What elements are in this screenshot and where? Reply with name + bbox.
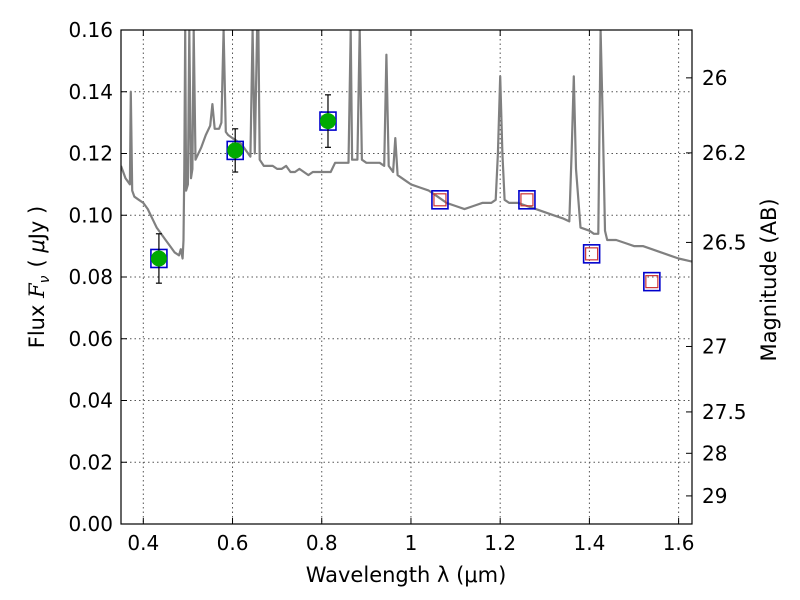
- synthetic-box: [582, 244, 601, 264]
- y-tick-label: 0.06: [68, 327, 113, 351]
- synthetic-point: [645, 275, 659, 289]
- mag-tick-label: 28: [702, 441, 727, 465]
- spectrum-line: [121, 30, 692, 263]
- synthetic-box: [518, 190, 536, 210]
- x-tick-label: 0.6: [217, 531, 249, 555]
- x-tick-label: 1.4: [573, 531, 605, 555]
- mag-tick-label: 26: [702, 66, 727, 90]
- right-axis-label: Magnitude (AB): [757, 198, 781, 361]
- y-axis-label-unit: Jy ): [25, 206, 49, 242]
- y-tick-label: 0.12: [68, 142, 113, 166]
- x-axis-label-text: Wavelength λ (μm): [306, 563, 507, 587]
- mag-tick-label: 26.2: [702, 141, 747, 165]
- mag-tick-label: 27.5: [702, 400, 747, 424]
- mag-tick-label: 27: [702, 334, 727, 358]
- ticks: 0.4 0.6 0.8 1 1.2 1.4 1.6 0.00 0.02 0.04 0.06 0.08 0…: [68, 18, 746, 555]
- synthetic-box: [643, 271, 661, 292]
- synthetic-point: [520, 193, 534, 207]
- synthetic-point: [585, 247, 599, 261]
- x-axis-label: Wavelength λ (μm): [306, 563, 507, 587]
- mag-tick-label: 29: [702, 484, 727, 508]
- data-points: [150, 94, 661, 292]
- model-spectrum: [121, 30, 692, 263]
- x-tick-label: 0.4: [127, 531, 159, 555]
- y-tick-label: 0.04: [68, 389, 113, 413]
- y-tick-label: 0.16: [68, 18, 113, 42]
- mag-tick-label: 26.5: [702, 230, 747, 254]
- x-tick-label: 1.6: [663, 531, 695, 555]
- x-tick-label: 0.8: [306, 531, 338, 555]
- y-axis-label-prefix: Flux: [25, 298, 49, 348]
- x-tick-label: 1.2: [484, 531, 516, 555]
- observed-point: [319, 113, 336, 130]
- y-axis-label-mu: μ: [25, 239, 49, 253]
- synthetic-box: [431, 190, 449, 210]
- synthetic-point: [433, 193, 447, 207]
- x-tick-label: 1: [405, 531, 418, 555]
- y-axis-label-symbol: F: [25, 282, 49, 299]
- y-tick-label: 0.10: [68, 203, 113, 227]
- y-tick-label: 0.00: [68, 512, 113, 536]
- y-tick-label: 0.14: [68, 80, 113, 104]
- y-tick-label: 0.08: [68, 265, 113, 289]
- y-axis-label-open: (: [25, 253, 49, 268]
- observed-point: [227, 142, 244, 159]
- y-axis-label-subscript: ν: [37, 275, 53, 283]
- y-axis-label: Flux Fν ( μJy ): [25, 206, 53, 348]
- y-tick-label: 0.02: [68, 450, 113, 474]
- observed-point: [150, 250, 167, 267]
